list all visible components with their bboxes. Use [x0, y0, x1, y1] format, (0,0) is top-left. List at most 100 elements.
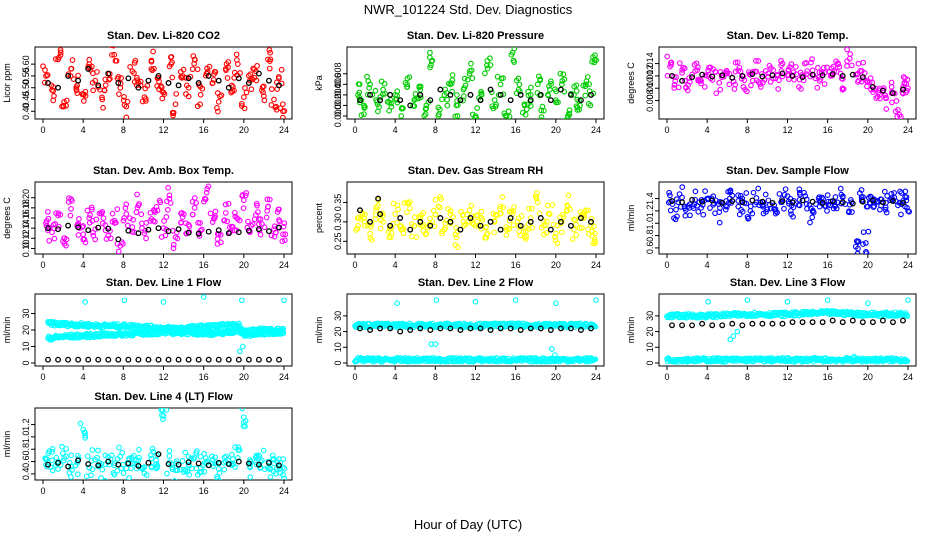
hourly-point: [115, 356, 122, 363]
data-point: [428, 58, 435, 65]
y-tick-label: 0.008: [333, 62, 343, 85]
data-point: [232, 209, 238, 216]
data-point: [700, 211, 707, 218]
hourly-point: [185, 459, 192, 466]
data-point: [167, 200, 174, 206]
data-point: [116, 91, 122, 97]
hourly-point: [65, 222, 72, 229]
data-point: [177, 466, 183, 473]
hourly-point: [255, 461, 262, 468]
data-point: [788, 61, 795, 67]
data-point: [133, 209, 140, 216]
figure-x-axis-title: Hour of Day (UTC): [413, 517, 523, 532]
hourly-point: [719, 322, 726, 329]
hourly-point: [155, 451, 162, 458]
data-point: [161, 91, 168, 97]
data-point: [588, 215, 595, 222]
data-point: [475, 222, 482, 229]
data-point: [510, 222, 517, 228]
data-point: [404, 75, 411, 82]
data-point: [120, 255, 125, 260]
data-point: [232, 444, 238, 450]
data-point: [880, 85, 887, 91]
data-point: [229, 88, 236, 95]
data-point: [282, 237, 288, 244]
data-point: [809, 214, 816, 221]
outlier-point: [121, 297, 128, 304]
x-tick-label: 12: [782, 125, 792, 135]
hourly-point: [879, 199, 886, 206]
data-point: [242, 85, 248, 91]
data-point: [63, 453, 69, 460]
data-point: [399, 104, 405, 111]
hourly-point: [65, 463, 72, 470]
data-point: [736, 211, 743, 218]
data-point: [153, 457, 159, 464]
y-tick-label: 0.012: [645, 65, 655, 88]
panel-8: Stan. Dev. Line 3 Flow 0 4 8 12 16 20 24 0 10 20 30…: [626, 277, 917, 382]
outlier-point: [428, 341, 435, 347]
data-point: [881, 188, 888, 195]
data-point: [264, 207, 271, 214]
data-point: [164, 470, 170, 477]
data-point: [210, 215, 217, 222]
hourly-point: [769, 199, 776, 206]
hourly-point: [135, 356, 142, 363]
data-point: [52, 56, 59, 62]
data-point: [136, 446, 142, 453]
data-point: [576, 106, 582, 113]
outlier-point: [82, 299, 89, 305]
hourly-point: [225, 84, 232, 91]
hourly-point: [265, 228, 272, 235]
data-point: [788, 202, 795, 209]
data-point: [452, 113, 459, 119]
data-point: [432, 211, 439, 218]
hourly-point: [689, 322, 696, 329]
outlier-point: [160, 299, 167, 305]
data-point: [694, 67, 701, 73]
y-axis-label: ml/min: [2, 431, 12, 458]
data-point: [170, 241, 177, 248]
hourly-point: [507, 215, 514, 221]
data-point: [497, 203, 504, 210]
data-point: [42, 67, 48, 73]
data-point: [546, 86, 553, 93]
data-point: [491, 229, 498, 236]
panel-title: Stan. Dev. Gas Stream RH: [408, 165, 544, 177]
hourly-point: [689, 74, 696, 81]
data-point: [212, 69, 219, 75]
hourly-point: [55, 356, 62, 363]
data-point: [263, 214, 270, 221]
data-point: [404, 209, 410, 216]
data-point: [753, 58, 759, 64]
data-point: [538, 117, 545, 119]
data-point: [267, 58, 273, 65]
data-point: [470, 117, 476, 119]
data-point: [152, 218, 158, 225]
data-point: [775, 86, 782, 92]
y-tick-label: 0.40: [21, 103, 31, 121]
panel-0: Stan. Dev. Li-820 CO2 0 4 8 12 16 20 24 0.400.45…: [2, 30, 293, 135]
data-point: [698, 204, 704, 211]
data-point: [484, 65, 491, 72]
data-point: [516, 81, 523, 88]
data-point: [268, 102, 275, 108]
hourly-point: [265, 77, 272, 84]
data-point: [45, 208, 51, 215]
data-point: [781, 205, 787, 212]
x-tick-label: 8: [121, 486, 126, 496]
data-point: [41, 79, 48, 86]
hourly-point: [779, 70, 786, 77]
data-point: [755, 58, 762, 64]
markers: [42, 408, 288, 480]
data-point: [277, 469, 284, 476]
hourly-point: [809, 71, 816, 78]
outlier-point: [705, 298, 712, 305]
figure-title: NWR_101224 Std. Dev. Diagnostics: [363, 2, 573, 17]
x-tick-label: 20: [239, 372, 249, 382]
data-point: [98, 475, 104, 480]
data-point: [716, 79, 723, 86]
markers: [352, 297, 599, 365]
data-point: [240, 419, 247, 426]
hourly-point: [215, 356, 222, 363]
